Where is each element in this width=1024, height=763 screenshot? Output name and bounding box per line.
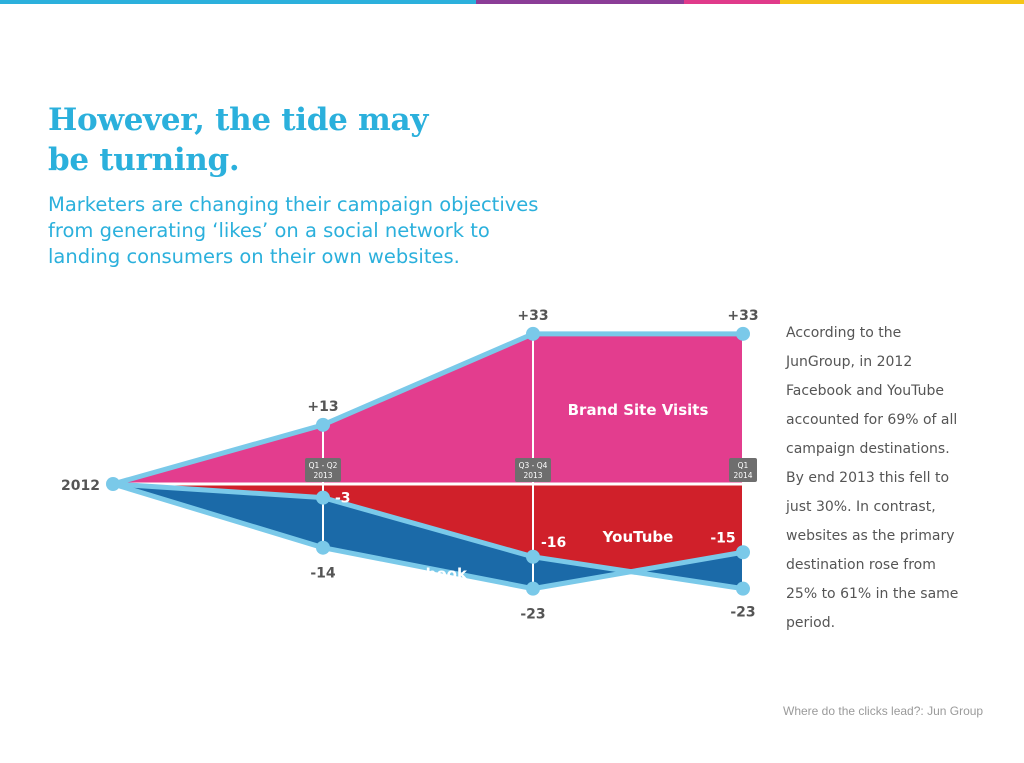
series-line — [110, 331, 746, 487]
data-label: +13 — [307, 399, 338, 415]
source-credit: Where do the clicks lead?: Jun Group — [783, 704, 984, 718]
series-name-label: Facebook — [387, 565, 468, 583]
side-note-line: just 30%. In contrast, — [786, 499, 936, 515]
series-name-label: Brand Site Visits — [568, 401, 709, 419]
page-title: However, the tide may be turning. — [48, 100, 568, 180]
top-bar-segment-purple — [476, 0, 684, 4]
facebook-area — [113, 484, 743, 589]
side-note-line: By end 2013 this fell to — [786, 470, 950, 486]
data-point — [736, 545, 750, 560]
period-tag-label: Q1 — [738, 461, 749, 470]
top-color-bar — [0, 0, 1024, 4]
data-point — [526, 581, 540, 596]
series-line — [110, 481, 746, 592]
side-note-line: period. — [786, 615, 836, 631]
subtitle-line-3: landing consumers on their own websites. — [48, 245, 460, 268]
period-tag-box — [305, 458, 341, 482]
data-label: -23 — [730, 605, 755, 621]
data-point — [526, 326, 540, 341]
data-point — [106, 477, 120, 491]
start-label: 2012 — [61, 478, 100, 494]
period-tag-box — [729, 458, 757, 482]
data-label: -15 — [710, 530, 735, 546]
data-point — [316, 417, 330, 432]
period-tag-year: 2014 — [733, 471, 752, 480]
side-note-line: accounted for 69% of all — [786, 412, 958, 428]
data-label: -16 — [541, 535, 566, 551]
data-point — [736, 581, 750, 596]
period-tag-label: Q3 - Q4 — [519, 461, 548, 470]
data-label: -14 — [310, 566, 336, 582]
title-line-1: However, the tide may — [48, 102, 429, 138]
side-note-line: According to the — [786, 325, 902, 341]
side-note-line: websites as the primary — [786, 528, 955, 544]
data-label: -23 — [520, 607, 545, 623]
data-label: +33 — [727, 308, 758, 324]
side-note-line: destination rose from — [786, 557, 936, 573]
top-bar-segment-blue — [0, 0, 476, 4]
side-note: According to the JunGroup, in 2012 Faceb… — [786, 319, 986, 638]
side-note-line: JunGroup, in 2012 — [786, 354, 913, 370]
subtitle-line-2: from generating ‘likes’ on a social netw… — [48, 219, 490, 242]
side-note-line: campaign destinations. — [786, 441, 950, 457]
top-bar-segment-yellow — [780, 0, 1024, 4]
title-line-2: be turning. — [48, 142, 240, 178]
brand-site-visits-area — [113, 333, 743, 484]
series-name-label: YouTube — [602, 528, 674, 546]
period-tag-label: Q1 - Q2 — [309, 461, 338, 470]
side-note-line: 25% to 61% in the same — [786, 586, 959, 602]
page-subtitle: Marketers are changing their campaign ob… — [48, 192, 628, 270]
side-note-line: Facebook and YouTube — [786, 383, 944, 399]
data-point — [316, 540, 330, 555]
subtitle-line-1: Marketers are changing their campaign ob… — [48, 193, 539, 216]
period-tag-year: 2013 — [523, 471, 542, 480]
period-tag-box — [515, 458, 551, 482]
data-point — [526, 549, 540, 564]
data-label: +33 — [517, 308, 548, 324]
top-bar-segment-pink — [684, 0, 780, 4]
data-label: -3 — [335, 491, 351, 507]
period-tag-year: 2013 — [313, 471, 332, 480]
data-point — [316, 490, 330, 505]
data-point — [736, 326, 750, 341]
